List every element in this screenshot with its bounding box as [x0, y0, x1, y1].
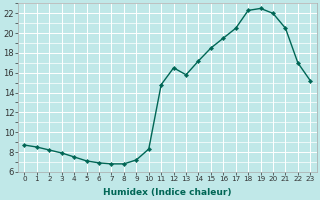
X-axis label: Humidex (Indice chaleur): Humidex (Indice chaleur) [103, 188, 232, 197]
